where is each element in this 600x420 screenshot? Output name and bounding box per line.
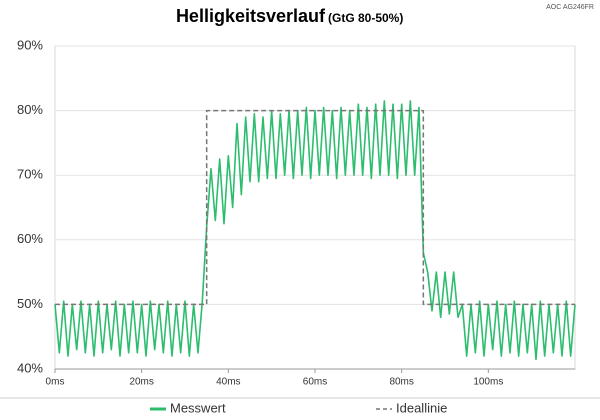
legend-label: Messwert <box>170 400 226 415</box>
x-tick-label: 60ms <box>303 377 327 388</box>
x-tick-label: 100ms <box>473 377 503 388</box>
series-line <box>54 100 576 361</box>
series-line <box>55 109 575 306</box>
chart-title: Helligkeitsverlauf <box>176 6 326 26</box>
chart-subtitle: (GtG 80-50%) <box>328 11 403 25</box>
y-tick-label: 40% <box>17 360 43 375</box>
y-tick-label: 80% <box>17 102 43 117</box>
x-tick-label: 20ms <box>129 377 153 388</box>
x-tick-label: 80ms <box>389 377 413 388</box>
y-tick-label: 70% <box>17 167 43 182</box>
x-tick-label: 0ms <box>46 377 65 388</box>
y-tick-label: 60% <box>17 231 43 246</box>
y-tick-label: 90% <box>17 37 43 52</box>
x-tick-label: 40ms <box>216 377 240 388</box>
plot-area <box>54 45 576 370</box>
y-tick-label: 50% <box>17 296 43 311</box>
legend-label: Ideallinie <box>396 400 447 415</box>
annotation: AOC AG246FR <box>546 4 594 11</box>
